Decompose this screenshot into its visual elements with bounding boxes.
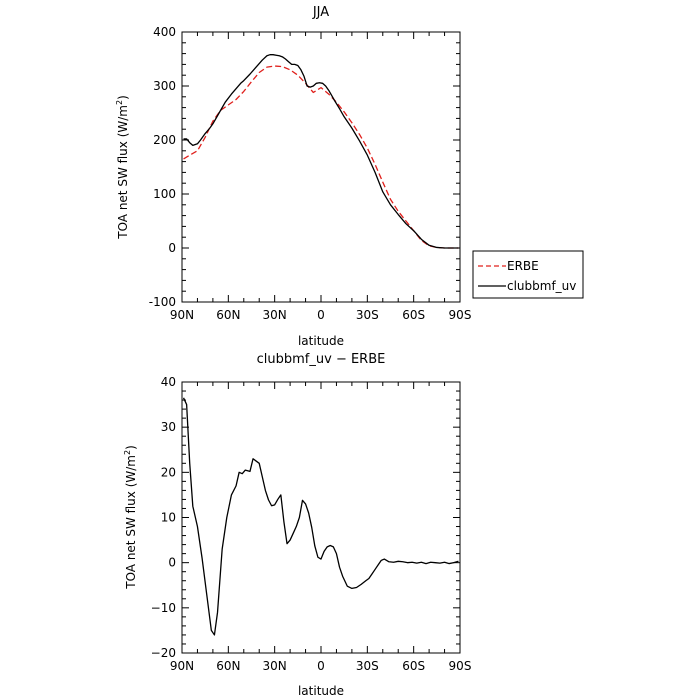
top-y-tick-label: -100 [149,295,176,309]
bottom-x-tick-label: 90S [449,659,472,673]
bottom-chart-title: clubbmf_uv − ERBE [257,352,386,367]
top-x-tick-label: 60S [402,308,425,322]
top-y-tick-label: 100 [153,187,176,201]
top-x-tick-label: 60N [216,308,240,322]
legend-label-clubbmf-uv: clubbmf_uv [507,279,576,293]
legend-box [472,250,584,299]
top-chart-title: JJA [312,5,329,20]
bottom-panel: clubbmf_uv − ERBE 90N 60N 30N 0 30S 60S 90S −2… [123,352,471,698]
bottom-x-tick-label: 60S [402,659,425,673]
top-y-tick-label: 400 [153,25,176,39]
bottom-x-tick-label: 30N [263,659,287,673]
legend-label-erbe: ERBE [507,259,539,273]
legend: ERBE clubbmf_uv [472,250,584,299]
top-series-line-clubbmf-uv [183,54,459,249]
top-y-axis-label-sup: 2 [115,100,124,105]
bottom-y-tick-label: 40 [161,375,176,389]
bottom-series-line-0 [182,397,459,636]
top-axis-ticks [181,31,461,303]
bottom-series-lines [182,397,459,636]
top-y-tick-label: 0 [168,241,176,255]
top-x-tick-label: 30S [356,308,379,322]
bottom-y-axis-label: TOA net SW flux (W/m2) [123,445,138,590]
top-x-tick-label: 90S [449,308,472,322]
top-x-tick-labels: 90N 60N 30N 0 30S 60S 90S [170,308,472,322]
bottom-x-tick-label: 30S [356,659,379,673]
top-y-axis-label-main: TOA net SW flux (W/m [116,105,130,240]
top-series-line-erbe [183,65,459,249]
bottom-x-tick-label: 60N [216,659,240,673]
bottom-axis-ticks [181,381,461,654]
bottom-x-tick-label: 0 [317,659,325,673]
top-x-axis-label: latitude [298,334,344,348]
top-y-tick-label: 200 [153,133,176,147]
top-x-tick-label: 90N [170,308,194,322]
top-x-tick-label: 30N [263,308,287,322]
top-y-tick-label: 300 [153,79,176,93]
top-series-lines [183,54,459,249]
bottom-y-tick-label: −10 [151,601,176,615]
top-y-tick-labels: -100 0 100 200 300 400 [149,25,176,309]
bottom-y-tick-label: 0 [168,556,176,570]
bottom-y-tick-label: −20 [151,646,176,660]
top-y-axis-label: TOA net SW flux (W/m2) [115,95,130,240]
bottom-plot-frame [181,381,461,654]
bottom-y-tick-label: 30 [161,420,176,434]
bottom-y-tick-label: 20 [161,465,176,479]
bottom-y-axis-label-main: TOA net SW flux (W/m [124,455,138,590]
top-plot-frame [181,31,461,303]
bottom-y-axis-label-tail: ) [124,445,138,450]
top-y-axis-label-tail: ) [116,95,130,100]
top-panel: JJA 90N 60N 30N 0 30S 60S 90S -100 0 100 200 300 40… [115,5,584,348]
bottom-x-tick-label: 90N [170,659,194,673]
top-x-tick-label: 0 [317,308,325,322]
bottom-y-tick-label: 10 [161,511,176,525]
bottom-x-tick-labels: 90N 60N 30N 0 30S 60S 90S [170,659,472,673]
bottom-x-axis-label: latitude [298,684,344,698]
bottom-y-tick-labels: −20 −10 0 10 20 30 40 [151,375,176,660]
bottom-y-axis-label-sup: 2 [123,450,132,455]
